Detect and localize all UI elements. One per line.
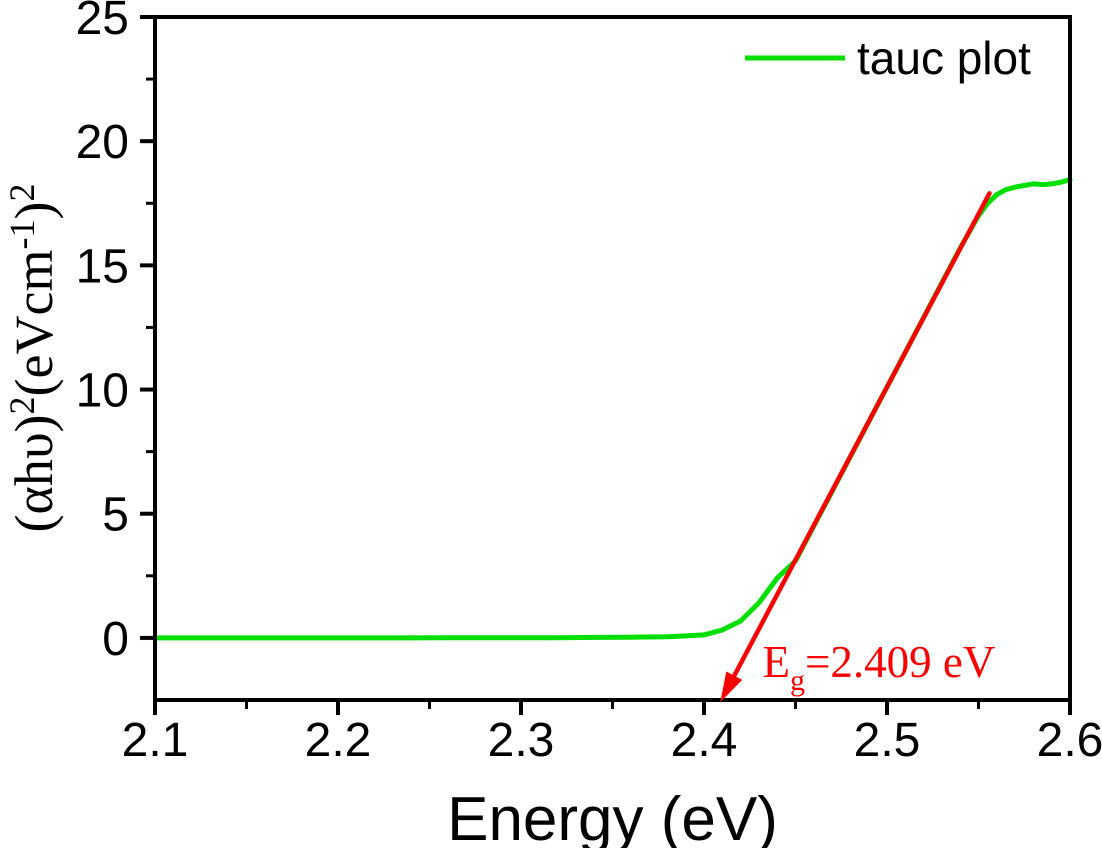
y-tick-label: 5 bbox=[102, 489, 129, 542]
y-axis-title: (αhυ)2​(eVcm-1​)2​ bbox=[2, 184, 64, 533]
tangent-line bbox=[731, 191, 992, 678]
x-tick-label: 2.3 bbox=[488, 714, 555, 767]
x-tick-label: 2.4 bbox=[671, 714, 738, 767]
band-gap-label: Eg​=2.409 eV bbox=[763, 637, 996, 697]
legend-label: tauc plot bbox=[857, 32, 1031, 84]
tangent-arrowhead bbox=[720, 671, 743, 703]
x-tick-label: 2.6 bbox=[1037, 714, 1102, 767]
y-tick-label: 15 bbox=[76, 240, 129, 293]
tauc-curve bbox=[152, 177, 1073, 641]
x-tick-label: 2.2 bbox=[305, 714, 372, 767]
y-tick-label: 20 bbox=[76, 116, 129, 169]
y-tick-label: 10 bbox=[76, 365, 129, 418]
y-tick-label: 25 bbox=[76, 0, 129, 45]
x-axis-title: Energy (eV) bbox=[447, 785, 778, 848]
y-tick-label: 0 bbox=[102, 613, 129, 666]
x-tick-label: 2.5 bbox=[854, 714, 921, 767]
x-tick-label: 2.1 bbox=[122, 714, 189, 767]
